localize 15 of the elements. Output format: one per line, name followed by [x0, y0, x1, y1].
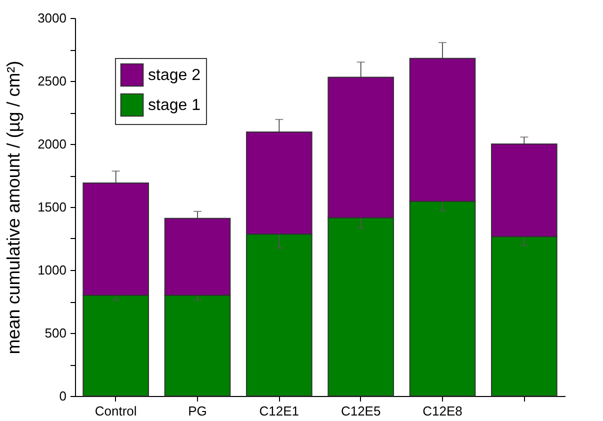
y-tick-label: 3000	[38, 10, 66, 26]
legend-label: stage 1	[148, 97, 201, 114]
x-tick-label: C12E8	[422, 404, 462, 418]
x-tick-label: C12E5	[340, 404, 381, 418]
y-tick-label: 1500	[38, 200, 66, 214]
x-tick-label: Control	[94, 404, 137, 418]
y-tick-label: 2500	[38, 74, 66, 88]
y-tick-label: 2000	[38, 136, 66, 152]
legend-label: stage 2	[148, 67, 201, 84]
y-tick-label: 1000	[38, 262, 66, 278]
y-tick-label: 500	[44, 326, 66, 340]
x-tick-label: C12E1	[259, 404, 300, 418]
x-tick-label: PG	[188, 404, 207, 418]
y-axis-title: mean cumulative amount / (µg / cm²)	[4, 60, 24, 354]
y-tick-label: 0	[59, 388, 66, 404]
